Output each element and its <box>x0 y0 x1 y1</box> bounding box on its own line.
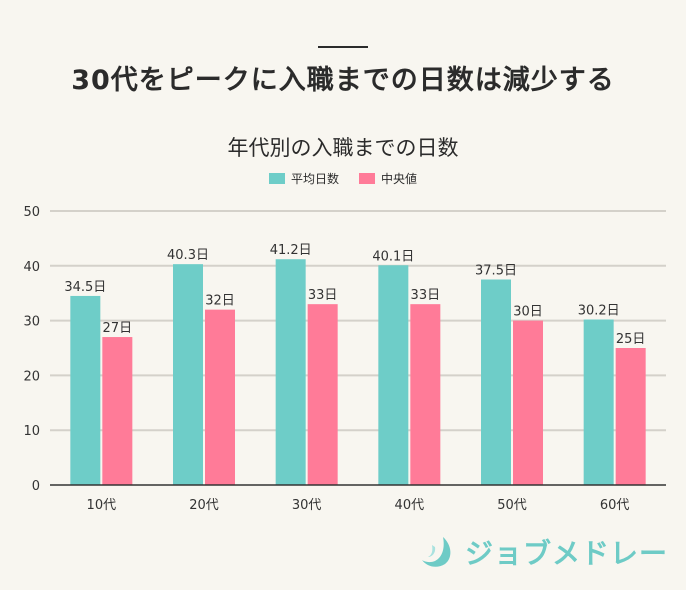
bar-median <box>513 320 543 485</box>
data-label: 30.2日 <box>578 304 620 319</box>
y-tick-label: 0 <box>32 479 40 494</box>
data-label: 33日 <box>308 288 338 303</box>
legend-label-average: 平均日数 <box>290 172 339 186</box>
bar-average <box>378 265 409 485</box>
data-label: 41.2日 <box>270 243 312 258</box>
data-label: 34.5日 <box>64 280 106 295</box>
brand-logo: ジョブメドレー <box>419 532 668 572</box>
title-rule <box>318 46 368 48</box>
bar-median <box>615 348 646 485</box>
bar-average <box>70 295 101 485</box>
chart-legend: 平均日数 中央値 <box>0 170 686 187</box>
y-tick-label: 40 <box>23 260 40 275</box>
bar-average <box>173 264 203 485</box>
chart-title: 年代別の入職までの日数 <box>227 136 459 160</box>
bar-median <box>205 309 235 485</box>
data-label: 27日 <box>103 321 133 336</box>
legend-label-median: 中央値 <box>381 172 418 186</box>
bar-median <box>102 337 133 485</box>
x-tick-label: 60代 <box>600 498 630 513</box>
data-label: 33日 <box>411 288 441 303</box>
bar-average <box>481 279 511 485</box>
data-label: 32日 <box>205 294 235 309</box>
data-label: 40.3日 <box>167 248 209 263</box>
page-headline: 30代をピークに入職までの日数は減少する <box>71 65 615 96</box>
legend-item-median: 中央値 <box>359 170 417 187</box>
x-tick-label: 10代 <box>87 498 117 513</box>
legend-swatch-median <box>359 173 375 184</box>
brand-name: ジョブメドレー <box>464 537 668 570</box>
data-label: 40.1日 <box>372 249 414 264</box>
brand-mark-icon <box>421 537 451 567</box>
legend-item-average: 平均日数 <box>268 170 339 187</box>
y-tick-label: 10 <box>23 424 40 439</box>
bar-average <box>275 259 306 485</box>
data-label: 25日 <box>616 332 646 347</box>
y-tick-label: 20 <box>23 369 40 384</box>
data-label: 30日 <box>513 305 543 320</box>
data-label: 37.5日 <box>475 264 517 279</box>
y-tick-label: 30 <box>23 315 40 330</box>
bar-median <box>307 304 338 485</box>
y-tick-label: 50 <box>23 205 40 220</box>
bar-average <box>583 319 614 485</box>
bar-median <box>410 304 441 485</box>
legend-swatch-average <box>268 173 285 184</box>
x-tick-label: 40代 <box>395 498 425 513</box>
x-tick-label: 30代 <box>292 498 322 513</box>
x-tick-label: 20代 <box>189 498 219 513</box>
x-tick-label: 50代 <box>497 498 527 513</box>
